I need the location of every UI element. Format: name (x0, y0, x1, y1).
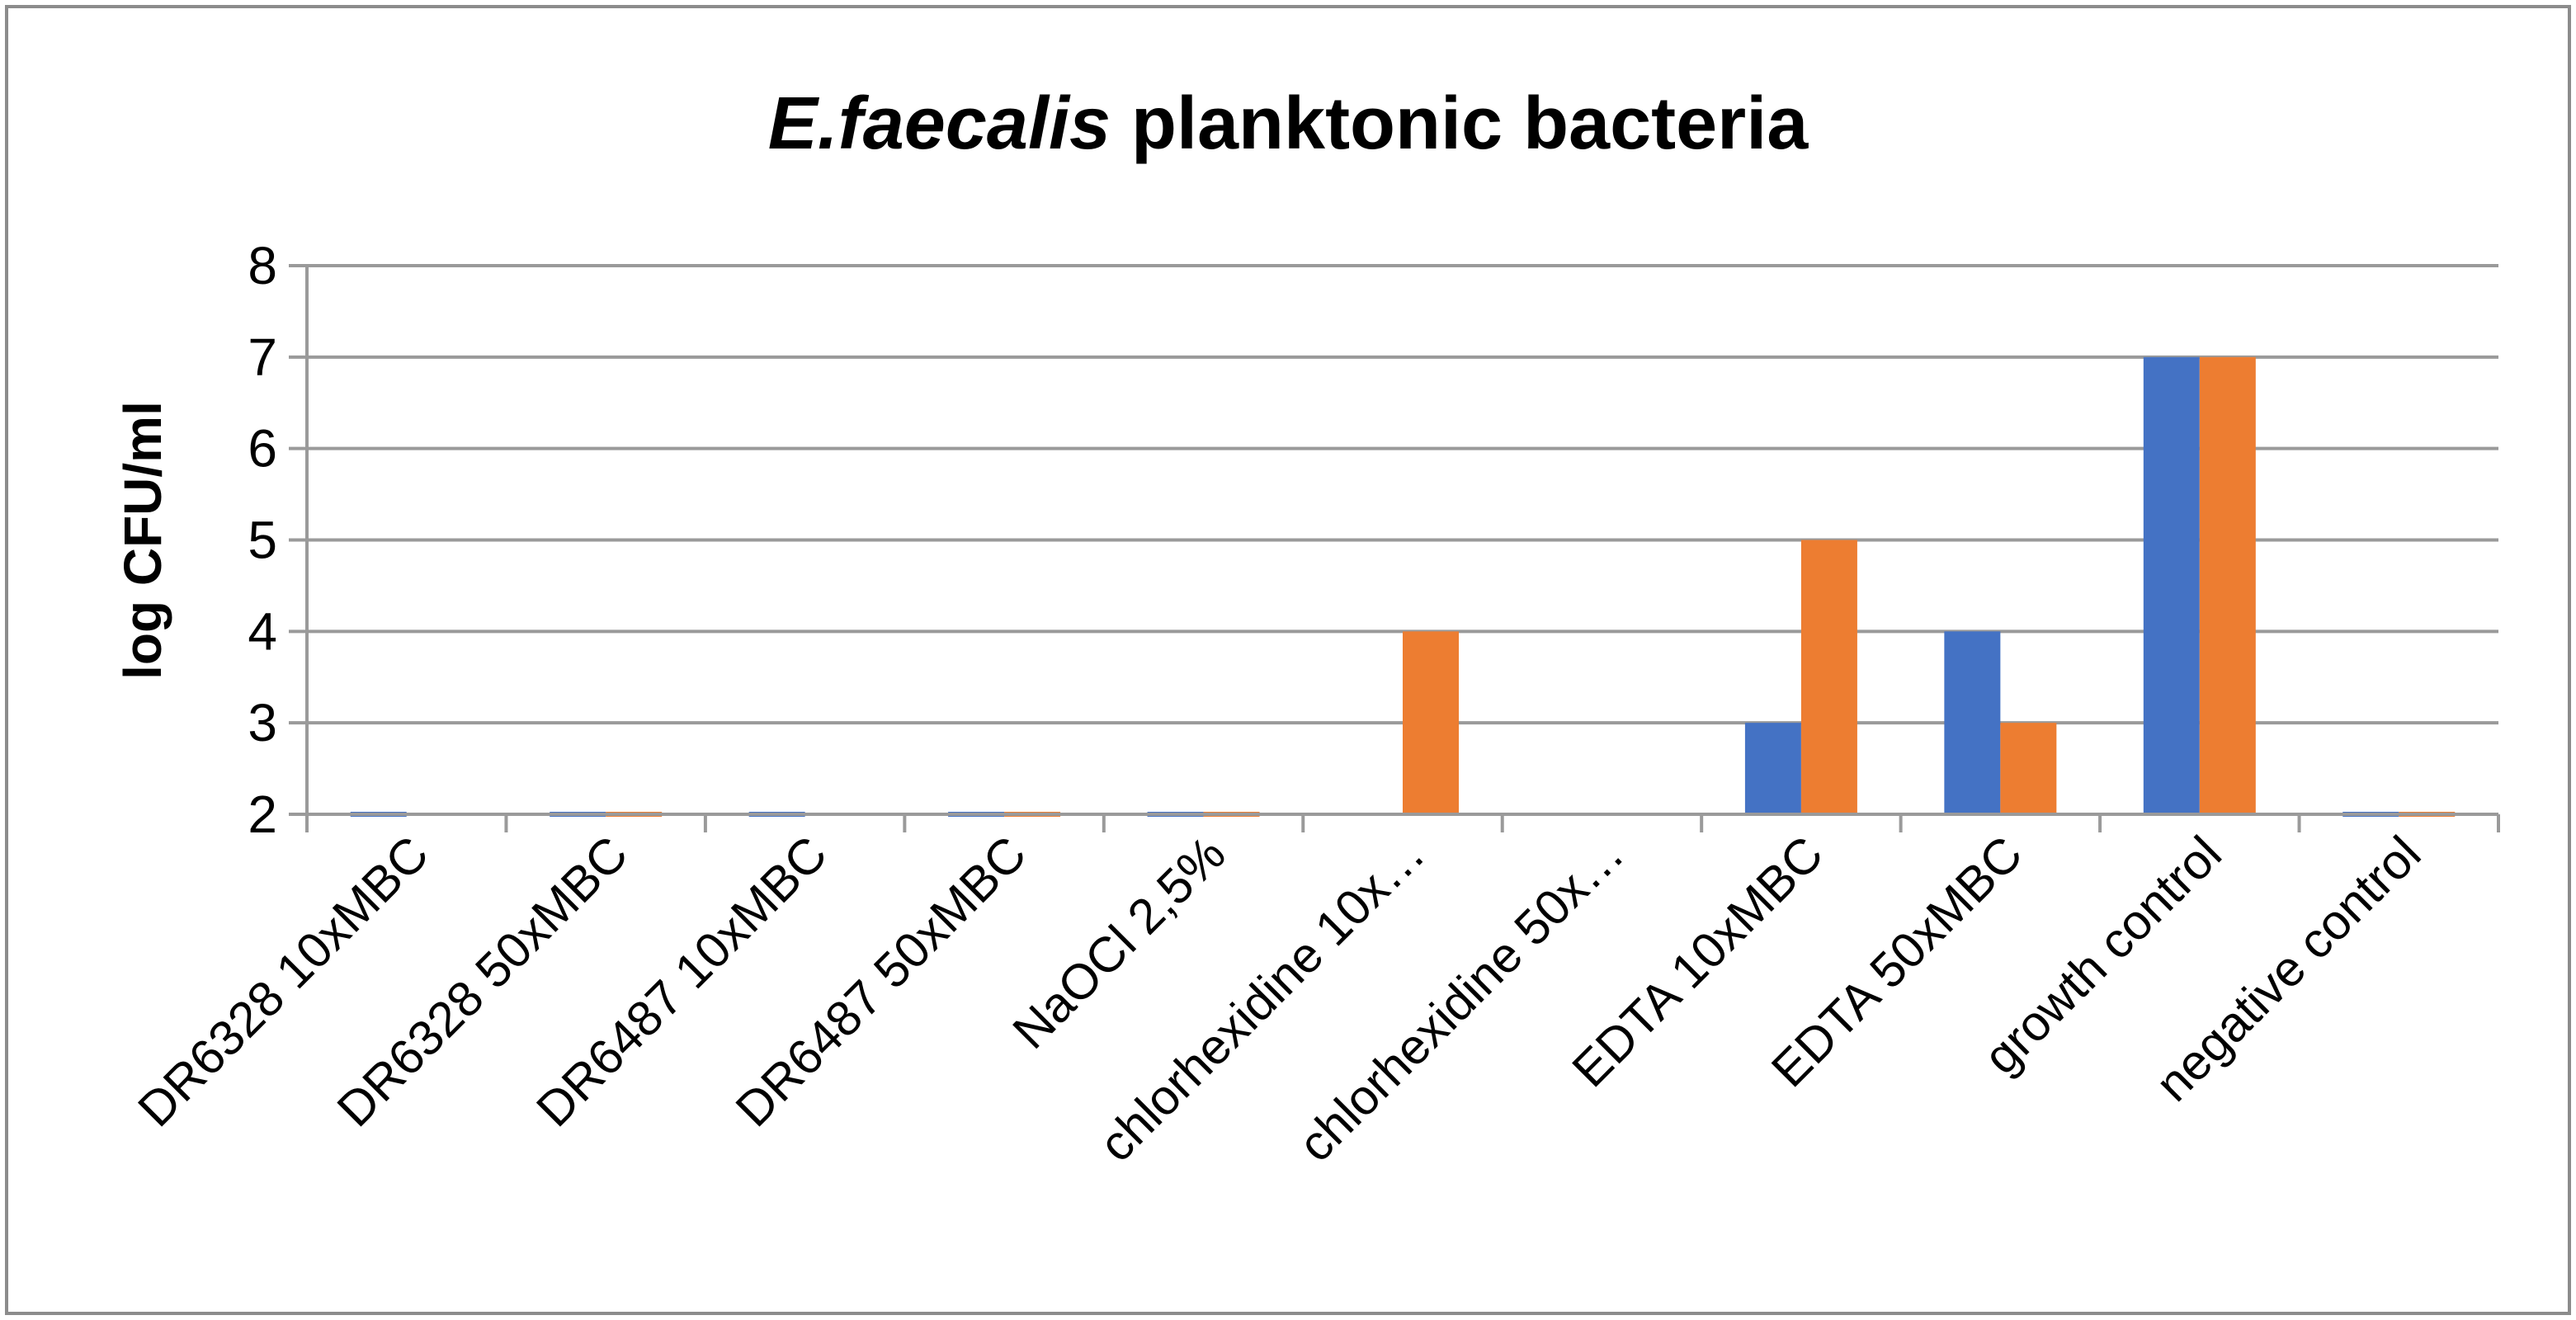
y-tick-label-6: 8 (248, 236, 277, 295)
y-tick-label-1: 3 (248, 693, 277, 752)
gridlines (289, 264, 2498, 816)
bar-series2-9 (2199, 356, 2256, 814)
y-tick-label-3: 5 (248, 511, 277, 570)
bar-series2-5 (1403, 631, 1459, 814)
chart-title-italic: E.faecalis (768, 82, 1111, 165)
y-tick-labels: 2 3 4 5 6 7 8 (248, 236, 277, 844)
bars (350, 356, 2456, 817)
bar-series2-8 (2000, 723, 2057, 814)
bar-series1-7 (1744, 723, 1801, 814)
y-tick-label-2: 4 (248, 601, 277, 661)
y-tick-label-4: 6 (248, 419, 277, 478)
y-tick-label-0: 2 (248, 785, 277, 844)
bar-series1-9 (2143, 356, 2200, 814)
chart-frame (5, 5, 2571, 1315)
bar-series2-7 (1800, 540, 1857, 814)
y-tick-label-5: 7 (248, 328, 277, 387)
chart-title-rest: planktonic bacteria (1111, 82, 1809, 165)
axes (305, 266, 2500, 832)
y-axis-label: log CFU/ml (113, 401, 172, 680)
chart-title: E.faecalis planktonic bacteria (768, 82, 1809, 165)
bar-series1-8 (1944, 631, 2001, 814)
